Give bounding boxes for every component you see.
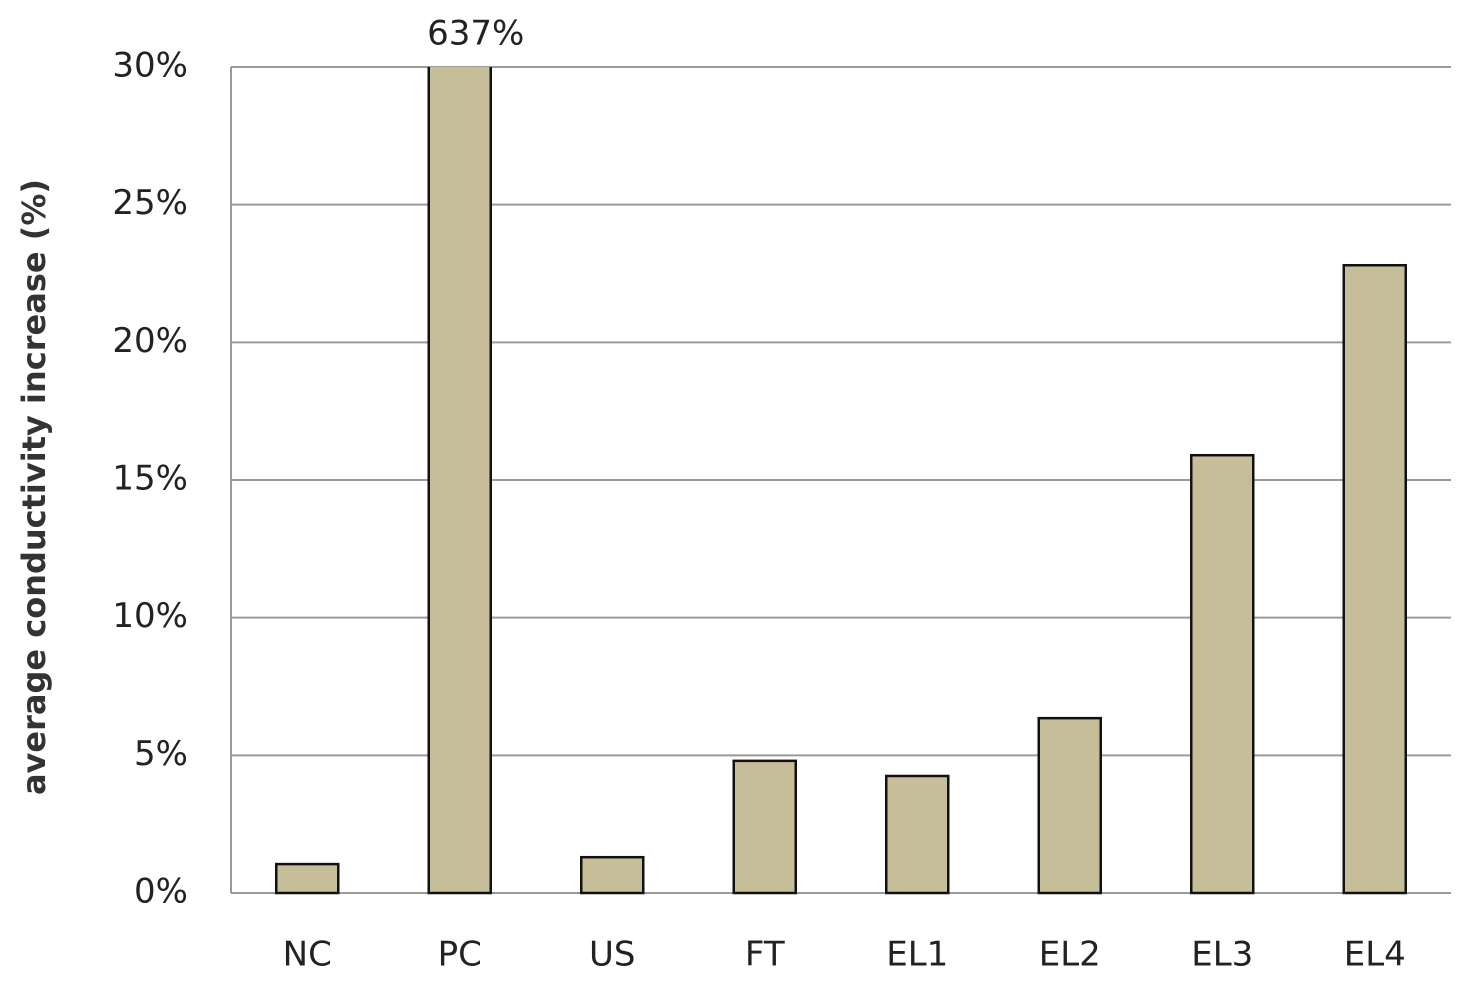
value-label: 637% xyxy=(427,14,524,54)
x-tick-label: US xyxy=(589,935,635,975)
bar xyxy=(427,67,492,895)
bar xyxy=(275,862,340,895)
bar xyxy=(1037,716,1102,895)
y-tick-label: 15% xyxy=(112,459,188,499)
x-tick-label: PC xyxy=(438,935,482,975)
y-tick-label: 25% xyxy=(112,183,188,223)
x-tick-label: FT xyxy=(745,935,785,975)
y-tick-label: 20% xyxy=(112,321,188,361)
y-tick-label: 10% xyxy=(112,596,188,636)
x-tick-label: EL1 xyxy=(886,935,948,975)
bars xyxy=(275,67,1407,895)
y-tick-label: 5% xyxy=(134,734,188,774)
bar xyxy=(885,774,950,895)
y-tick-label: 30% xyxy=(112,46,188,86)
x-tick-label: EL2 xyxy=(1039,935,1101,975)
bar xyxy=(732,759,797,895)
y-axis-title: average conductivity increase (%) xyxy=(15,179,53,795)
bar xyxy=(1190,453,1255,895)
x-tick-label: EL4 xyxy=(1344,935,1406,975)
x-tick-label: EL3 xyxy=(1191,935,1253,975)
bar xyxy=(1342,263,1407,895)
x-tick-label: NC xyxy=(283,935,332,975)
y-tick-label: 0% xyxy=(134,872,188,912)
bar xyxy=(580,855,645,895)
